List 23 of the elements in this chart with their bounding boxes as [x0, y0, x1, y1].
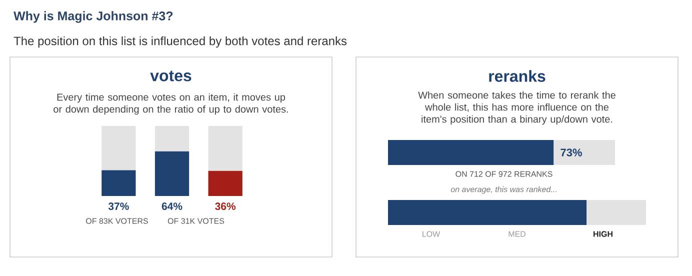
bar — [154, 126, 190, 152]
text: The position on this list is influenced by both votes and reranks — [14, 36, 347, 48]
chart-subtitle: When someone takes the time to rerank the whole list, this has more influence on the item's position than a binary up/down vote. — [418, 91, 616, 125]
text: LOW — [422, 231, 440, 237]
bar — [102, 126, 136, 170]
bar — [154, 151, 190, 196]
data-label: 37% — [108, 202, 129, 210]
text: HIGH — [594, 231, 612, 237]
text: Why is Magic Johnson #3? — [14, 11, 173, 23]
text: MED — [508, 231, 526, 237]
chart-title: reranks — [489, 70, 546, 82]
text: OF 83K VOTERS — [86, 218, 148, 224]
text: ON 712 OF 972 RERANKS — [456, 171, 552, 177]
chart-title: votes — [150, 70, 192, 82]
data-label: 73% — [560, 148, 582, 156]
bar — [102, 170, 136, 196]
data-label: 36% — [215, 202, 236, 210]
chart-subtitle: on average, this was ranked... — [450, 186, 556, 194]
text: OF 31K VOTES — [168, 218, 224, 224]
chart-subtitle: Every time someone votes on an item, it moves up or down depending on the ratio of up to down votes. — [54, 93, 288, 115]
bar — [208, 126, 242, 171]
bar — [208, 170, 242, 196]
data-label: 64% — [162, 202, 182, 210]
